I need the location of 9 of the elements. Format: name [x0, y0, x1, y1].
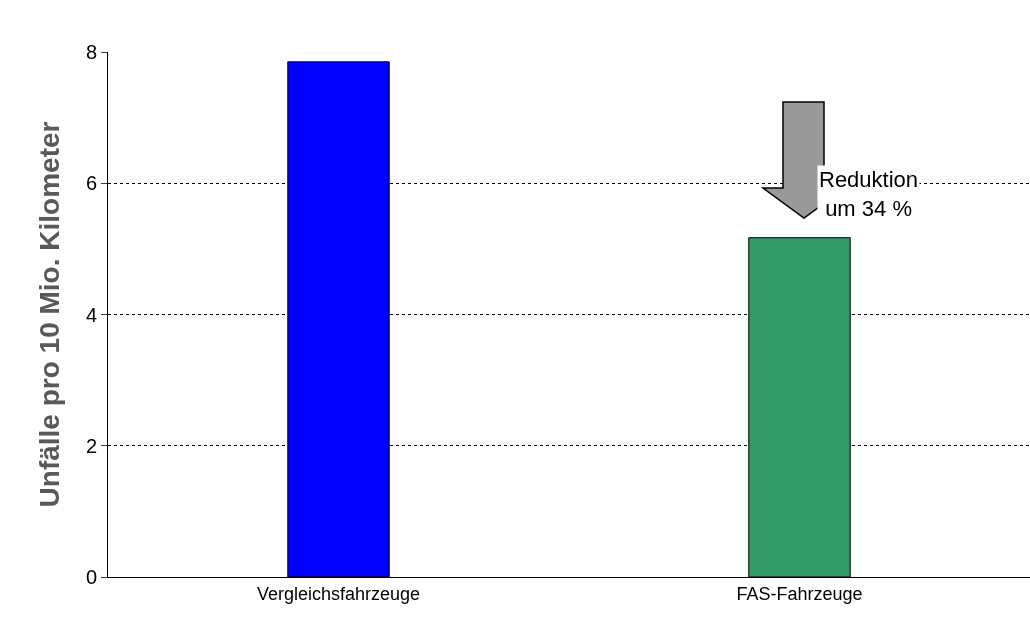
- y-tick-label: 6: [85, 172, 97, 195]
- x-tick-label: Vergleichsfahrzeuge: [256, 583, 421, 604]
- y-tick-label: 0: [85, 566, 97, 588]
- y-tick-label: 2: [85, 434, 97, 457]
- annotation: Reduktion um 34 %: [819, 167, 919, 221]
- x-tick-label: FAS-Fahrzeuge: [736, 583, 863, 604]
- y-tick-label: 8: [85, 41, 97, 63]
- y-tick-label: 4: [85, 303, 97, 326]
- y-axis-title: Unfälle pro 10 Mio. Kilometer: [33, 121, 65, 508]
